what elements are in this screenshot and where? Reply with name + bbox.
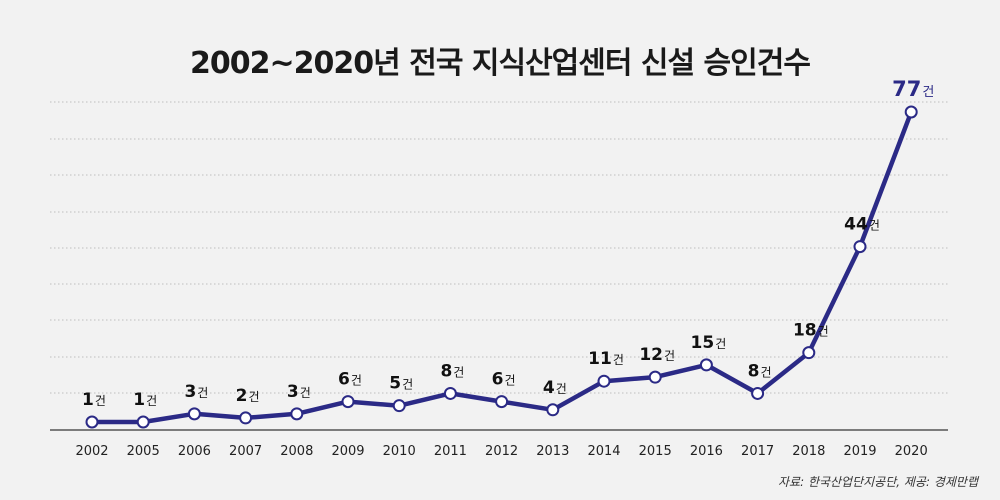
x-tick-2019: 2019 xyxy=(843,444,876,459)
x-tick-2008: 2008 xyxy=(280,444,313,459)
source-note: 자료: 한국산업단지공단, 제공: 경제만랩 xyxy=(778,475,978,489)
data-label-2020: 77건 xyxy=(892,77,934,101)
data-label-2014: 11건 xyxy=(588,349,624,369)
data-label-2017: 8건 xyxy=(748,361,772,381)
data-point-2015 xyxy=(648,370,662,384)
gridlines xyxy=(50,101,948,394)
x-tick-2014: 2014 xyxy=(587,444,620,459)
x-tick-2012: 2012 xyxy=(485,444,518,459)
data-label-2012: 6건 xyxy=(492,370,516,390)
data-label-2010: 5건 xyxy=(389,374,413,394)
data-point-2006 xyxy=(187,407,201,421)
data-point-2011 xyxy=(443,386,457,400)
data-label-2009: 6건 xyxy=(338,370,362,390)
data-label-2018: 18건 xyxy=(793,321,829,341)
data-labels: 1건 1건 3건 2건 3건 6건 5건 8건 6건 4건 11건 12건 15건 8건 18건 44건 77건 xyxy=(82,77,934,410)
x-tick-2017: 2017 xyxy=(741,444,774,459)
data-label-2006: 3건 xyxy=(184,382,208,402)
x-tick-2005: 2005 xyxy=(127,444,160,459)
data-label-2011: 8건 xyxy=(440,361,464,381)
data-points xyxy=(85,105,918,429)
data-point-2007 xyxy=(239,411,253,425)
data-point-2002 xyxy=(85,415,99,429)
x-tick-2002: 2002 xyxy=(75,444,108,459)
data-point-2014 xyxy=(597,374,611,388)
data-label-2019: 44건 xyxy=(844,215,880,235)
data-point-2008 xyxy=(290,407,304,421)
data-label-2013: 4건 xyxy=(543,378,567,398)
x-tick-2020: 2020 xyxy=(895,444,928,459)
x-tick-2018: 2018 xyxy=(792,444,825,459)
x-tick-2006: 2006 xyxy=(178,444,211,459)
data-point-2012 xyxy=(495,395,509,409)
x-tick-2009: 2009 xyxy=(331,444,364,459)
data-point-2013 xyxy=(546,403,560,417)
data-label-2002: 1건 xyxy=(82,390,106,410)
data-point-2010 xyxy=(392,399,406,413)
data-point-2019 xyxy=(853,240,867,254)
x-tick-2007: 2007 xyxy=(229,444,262,459)
chart-title: 2002~2020년 전국 지식산업센터 신설 승인건수 xyxy=(190,46,811,81)
data-label-2015: 12건 xyxy=(639,345,675,365)
data-point-2005 xyxy=(136,415,150,429)
data-label-2008: 3건 xyxy=(287,382,311,402)
x-tick-2015: 2015 xyxy=(639,444,672,459)
data-label-2016: 15건 xyxy=(691,333,727,353)
data-point-2018 xyxy=(802,346,816,360)
x-tick-2011: 2011 xyxy=(434,444,467,459)
data-point-2020 xyxy=(904,105,918,119)
data-label-2007: 2건 xyxy=(236,386,260,406)
data-point-2009 xyxy=(341,395,355,409)
x-tick-2010: 2010 xyxy=(383,444,416,459)
data-label-2005: 1건 xyxy=(133,390,157,410)
x-tick-labels: 2002 2005 2006 2007 2008 2009 2010 2011 2012 2013… xyxy=(75,444,927,459)
data-point-2016 xyxy=(699,358,713,372)
x-tick-2013: 2013 xyxy=(536,444,569,459)
data-point-2017 xyxy=(751,386,765,400)
x-tick-2016: 2016 xyxy=(690,444,723,459)
